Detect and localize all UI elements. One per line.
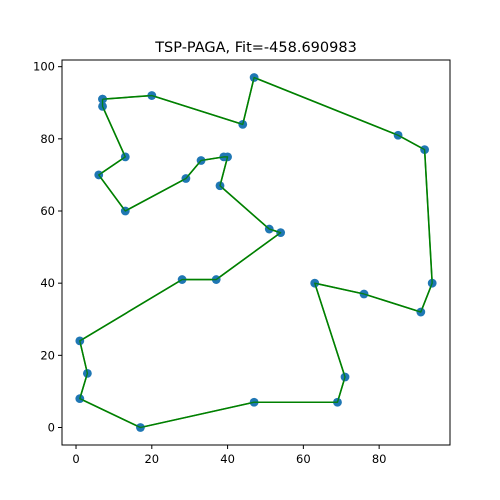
x-tick-label-0: 0 <box>72 452 79 466</box>
y-tick-label-80: 80 <box>40 132 55 146</box>
plot-area <box>75 73 437 432</box>
axis-ticks: 0 20 40 60 80 0 20 40 60 80 100 <box>33 60 386 466</box>
route-line <box>79 76 433 429</box>
x-tick-label-60: 60 <box>296 452 311 466</box>
axes-frame <box>61 59 451 446</box>
y-tick-label-100: 100 <box>33 60 55 74</box>
y-tick-label-0: 0 <box>48 421 55 435</box>
x-tick-label-20: 20 <box>144 452 159 466</box>
route-line-overlay <box>79 76 433 429</box>
y-tick-label-20: 20 <box>40 348 55 362</box>
chart-title: TSP-PAGA, Fit=-458.690983 <box>154 40 357 56</box>
y-tick-label-40: 40 <box>40 276 55 290</box>
x-tick-label-40: 40 <box>220 452 235 466</box>
x-tick-label-80: 80 <box>372 452 387 466</box>
y-tick-label-60: 60 <box>40 204 55 218</box>
